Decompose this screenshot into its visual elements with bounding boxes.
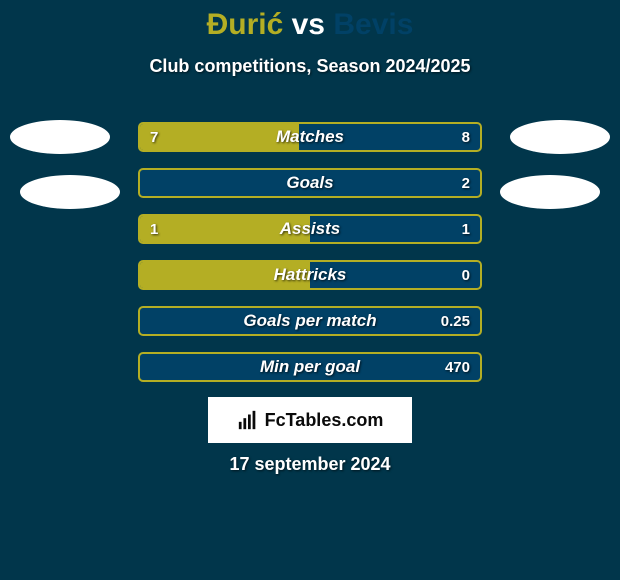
stat-value-b: 0: [462, 262, 470, 288]
player-b-avatar-2: [500, 175, 600, 209]
stat-label: Goals per match: [140, 308, 480, 334]
player-b-name: Bevis: [333, 8, 413, 41]
date-label: 17 september 2024: [0, 454, 620, 475]
stat-label: Assists: [140, 216, 480, 242]
stat-bar: 7Matches8: [138, 122, 482, 152]
stat-label: Matches: [140, 124, 480, 150]
source-logo: FcTables.com: [208, 397, 412, 443]
logo-text: FcTables.com: [265, 410, 384, 431]
stat-bar: Goals2: [138, 168, 482, 198]
stat-label: Hattricks: [140, 262, 480, 288]
stat-bar: Hattricks0: [138, 260, 482, 290]
stat-value-b: 8: [462, 124, 470, 150]
chart-icon: [237, 409, 259, 431]
stat-bar: Min per goal470: [138, 352, 482, 382]
stat-value-b: 470: [445, 354, 470, 380]
player-a-avatar-1: [10, 120, 110, 154]
player-b-avatar-1: [510, 120, 610, 154]
player-a-avatar-2: [20, 175, 120, 209]
stat-label: Min per goal: [140, 354, 480, 380]
stat-label: Goals: [140, 170, 480, 196]
stat-bar: Goals per match0.25: [138, 306, 482, 336]
player-a-name: Đurić: [207, 8, 284, 41]
stat-value-b: 1: [462, 216, 470, 242]
comparison-bars: 7Matches8 Goals2 1Assists1 Hattricks0 Goals …: [138, 122, 482, 398]
stat-bar: 1Assists1: [138, 214, 482, 244]
subtitle: Club competitions, Season 2024/2025: [0, 56, 620, 77]
stat-value-b: 2: [462, 170, 470, 196]
vs-text: vs: [292, 8, 325, 41]
comparison-title: Đurić vs Bevis: [0, 0, 620, 42]
stat-value-b: 0.25: [441, 308, 470, 334]
